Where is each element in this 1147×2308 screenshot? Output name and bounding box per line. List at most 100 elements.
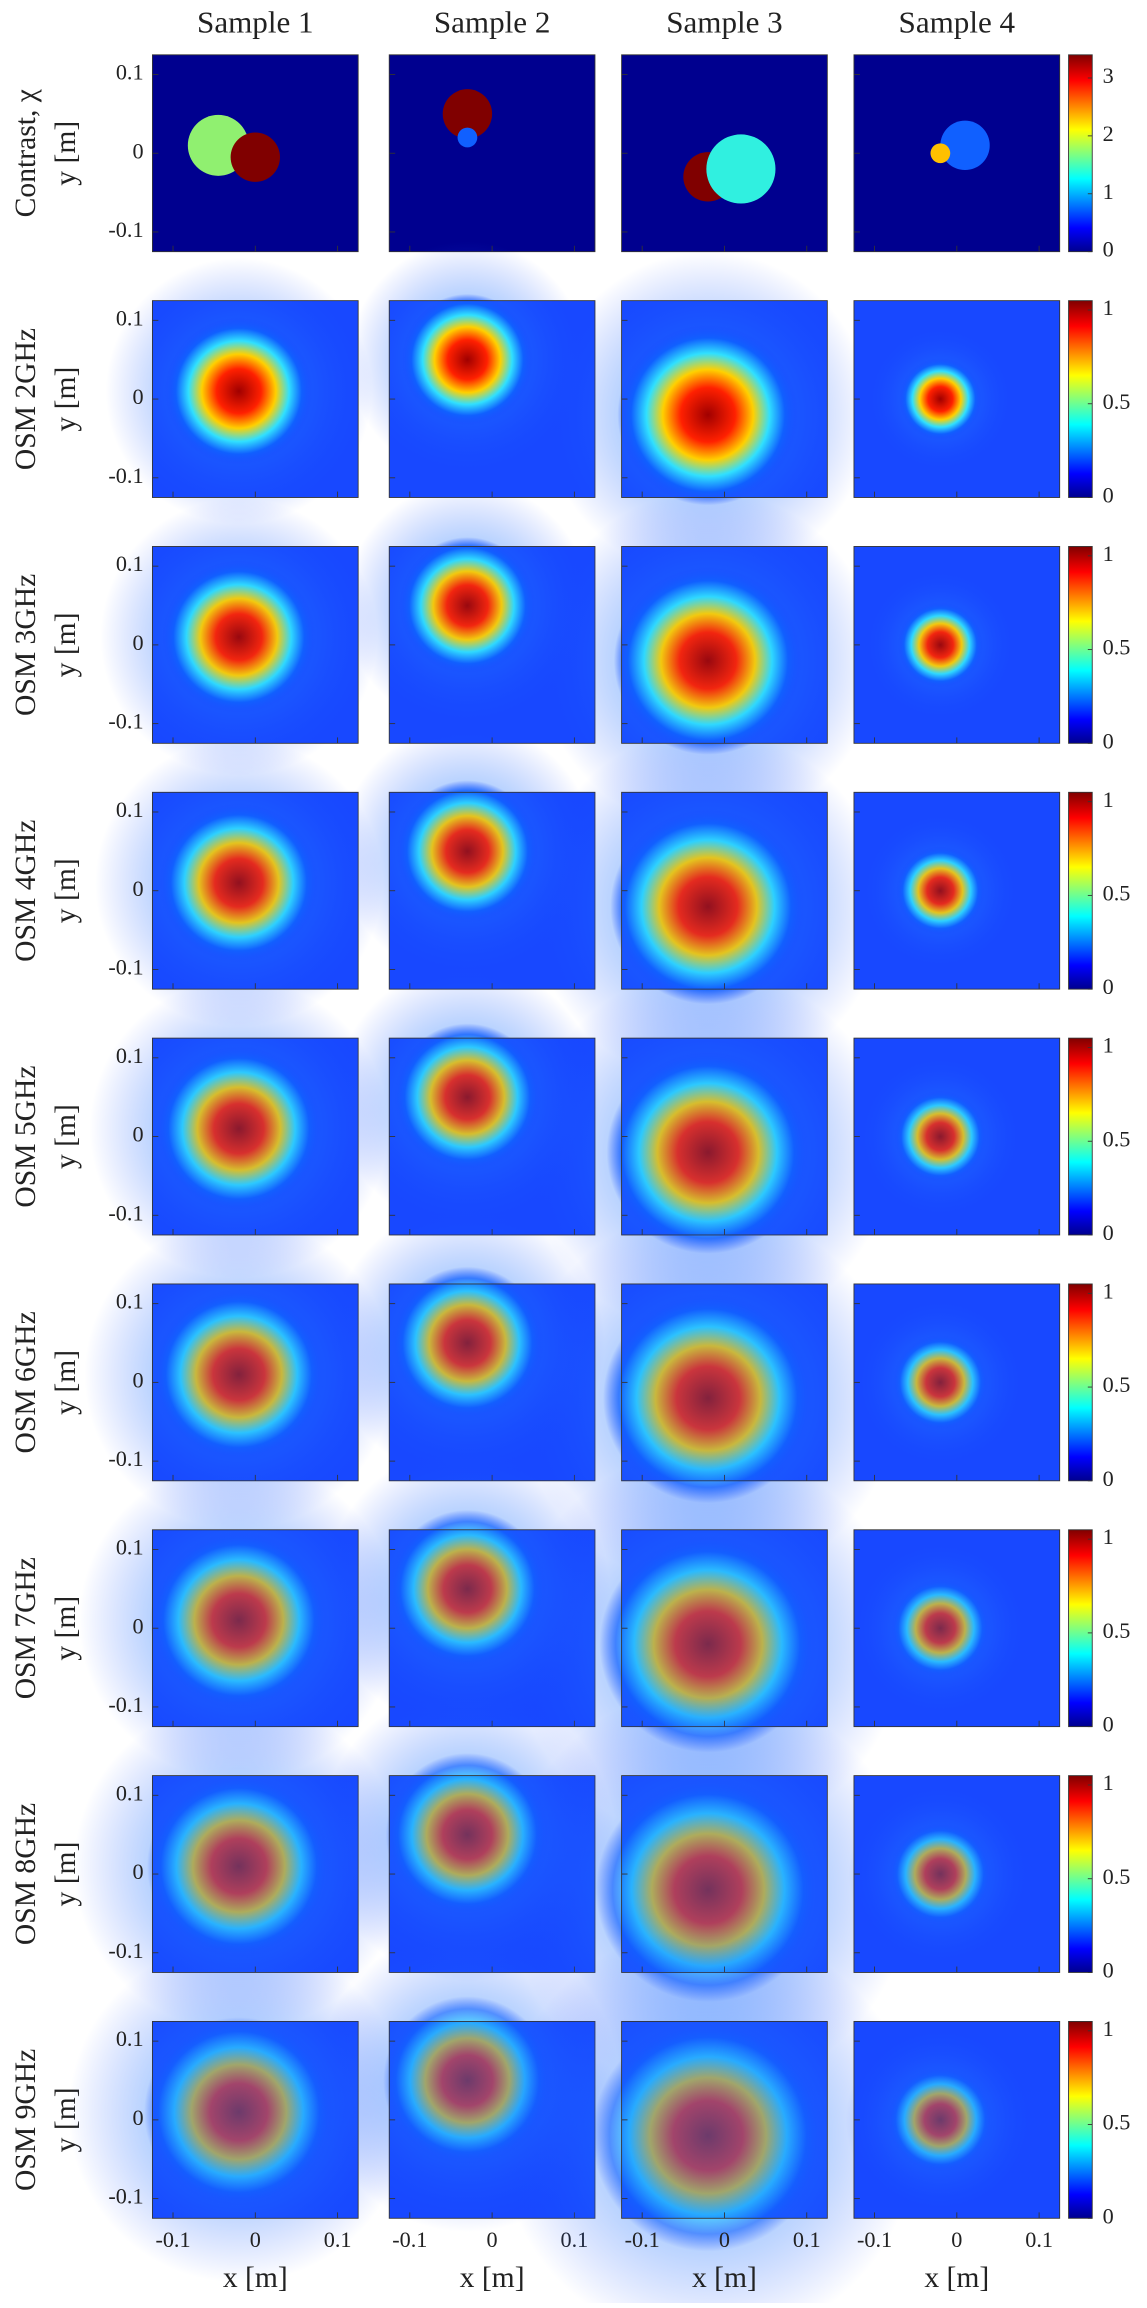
y-tick-label: 0 — [132, 1859, 143, 1884]
y-tick-label: 0 — [132, 1613, 143, 1638]
scatterer — [940, 120, 990, 171]
heatmap — [348, 241, 596, 498]
colorbar — [1068, 546, 1093, 744]
heatmap-background — [389, 54, 595, 252]
scatterer — [930, 143, 951, 164]
column-title: Sample 4 — [899, 4, 1016, 39]
colorbar — [1068, 791, 1093, 990]
blob — [889, 1823, 992, 1926]
colorbar-tick-label: 0 — [1103, 237, 1114, 262]
row-label: Contrast, χ — [10, 89, 42, 217]
heatmap — [848, 1775, 1061, 1973]
colorbar-tick-label: 0.5 — [1103, 2110, 1131, 2135]
x-axis-label: x [m] — [924, 2262, 989, 2294]
colorbar-tick-label: 0 — [1103, 2203, 1114, 2228]
blob — [401, 293, 534, 426]
blob — [617, 324, 799, 506]
colorbar-tick-label: 1 — [1103, 1033, 1114, 1058]
heatmap — [621, 54, 828, 253]
y-tick-label: 0 — [132, 138, 143, 163]
colorbar-tick-label: 3 — [1103, 63, 1114, 88]
row-label: OSM 9GHz — [10, 2049, 42, 2191]
heatmap — [499, 1927, 917, 2308]
heatmap — [105, 257, 373, 525]
row-label: OSM 8GHz — [10, 1803, 42, 1945]
y-tick-label: 0.1 — [116, 2026, 144, 2051]
x-tick-label: -0.1 — [392, 2227, 427, 2252]
x-tick-label: 0.1 — [324, 2227, 352, 2252]
colorbar — [1068, 1775, 1093, 1973]
scatterer — [230, 132, 280, 182]
blob — [899, 357, 982, 441]
y-tick-label: -0.1 — [108, 463, 143, 488]
x-axis-label: x [m] — [223, 2262, 288, 2294]
y-tick-label: 0 — [132, 630, 143, 655]
blob — [610, 808, 806, 1005]
x-tick-label: 0 — [951, 2227, 962, 2252]
colorbar — [1068, 54, 1093, 253]
colorbar-tick-label: 1 — [1103, 787, 1114, 812]
blob — [393, 1023, 542, 1171]
scatterer — [442, 89, 493, 139]
y-tick-label: 0.1 — [116, 60, 144, 85]
row-label: OSM 4GHz — [10, 820, 42, 962]
heatmap — [851, 1529, 1061, 1728]
row-label: OSM 3GHz — [10, 574, 42, 716]
colorbar-tick-label: 1 — [1103, 179, 1114, 204]
x-tick-label: -0.1 — [857, 2227, 892, 2252]
colorbar-tick-label: 1 — [1103, 295, 1114, 320]
colorbar-tick-label: 0.5 — [1103, 1618, 1131, 1643]
y-axis-label: y [m] — [50, 1350, 82, 1415]
y-tick-label: 0 — [132, 2105, 143, 2130]
heatmap — [853, 1037, 1061, 1236]
x-tick-label: 0 — [250, 2227, 261, 2252]
y-tick-label: 0.1 — [116, 305, 144, 330]
y-tick-label: -0.1 — [108, 1446, 143, 1471]
colorbar-tick-label: 1 — [1103, 2016, 1114, 2041]
y-tick-label: 0 — [132, 1367, 143, 1392]
column-title: Sample 1 — [197, 4, 314, 39]
y-tick-label: -0.1 — [108, 1692, 143, 1717]
colorbar-tick-label: 1 — [1103, 1770, 1114, 1795]
blob — [603, 1293, 814, 1504]
heatmap — [151, 54, 359, 253]
y-axis-label: y [m] — [50, 858, 82, 923]
colorbar-tick-label: 0.5 — [1103, 881, 1131, 906]
y-tick-label: 0 — [132, 876, 143, 901]
blob — [388, 1509, 547, 1668]
scatterer — [706, 134, 776, 204]
blob — [890, 1578, 990, 1678]
colorbar-tick-label: 0 — [1103, 483, 1114, 508]
scatterer — [457, 127, 478, 148]
heatmap — [84, 1219, 394, 1530]
blob — [152, 1288, 325, 1461]
colorbar-tick-label: 0 — [1103, 974, 1114, 999]
panel-frame — [621, 2021, 828, 2219]
blob — [391, 1266, 544, 1420]
x-tick-label: 0 — [487, 2227, 498, 2252]
colorbar-tick-label: 0.5 — [1103, 1126, 1131, 1151]
x-tick-label: -0.1 — [625, 2227, 660, 2252]
blob — [887, 2067, 994, 2173]
heatmap — [853, 791, 1061, 990]
colorbar-tick-label: 0.5 — [1103, 389, 1131, 414]
heatmap — [853, 546, 1061, 744]
x-tick-label: -0.1 — [155, 2227, 190, 2252]
blob — [158, 802, 319, 963]
y-tick-label: 0.1 — [116, 1289, 144, 1314]
y-axis-label: y [m] — [50, 612, 82, 677]
colorbar-tick-label: 0 — [1103, 1220, 1114, 1245]
blob — [164, 317, 313, 466]
blob — [606, 1050, 810, 1254]
x-tick-label: 0.1 — [1025, 2227, 1053, 2252]
colorbar — [1068, 300, 1093, 498]
y-tick-label: 0.1 — [116, 551, 144, 576]
colorbar-tick-label: 0 — [1103, 1958, 1114, 1983]
blob — [147, 1774, 331, 1958]
colorbar-tick-label: 0 — [1103, 1466, 1114, 1491]
blob — [892, 1334, 989, 1431]
y-axis-label: y [m] — [50, 1596, 82, 1661]
colorbar-tick-label: 0.5 — [1103, 1372, 1131, 1397]
